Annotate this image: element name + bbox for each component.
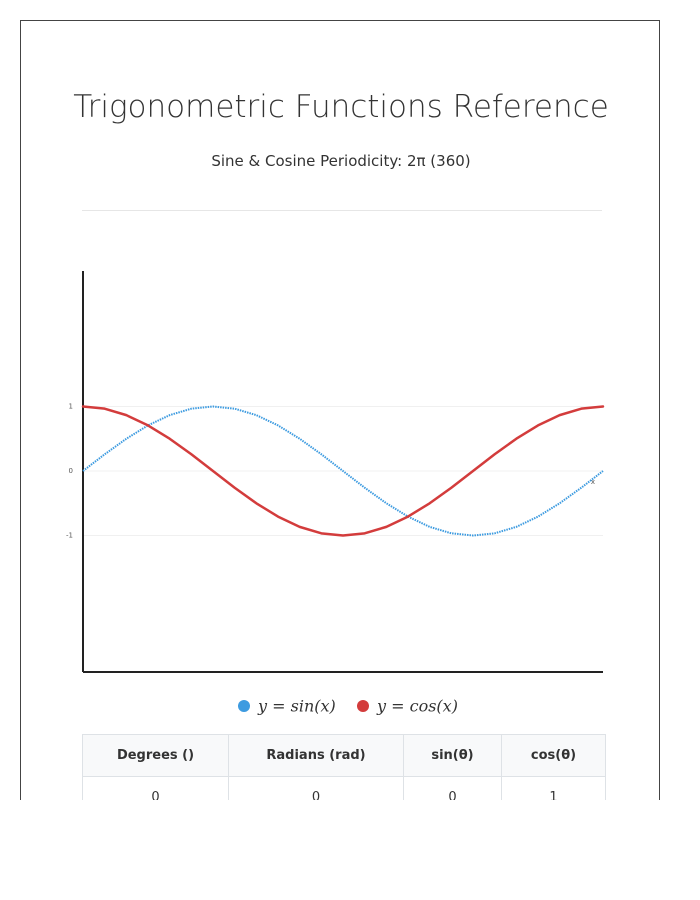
chart-title: Trigonometric Functions Reference (73, 89, 609, 125)
column-header: Radians (rad) (228, 734, 404, 777)
table-cell: 0 (228, 776, 404, 800)
y-tick-label: 0 (69, 467, 73, 475)
legend-label: y = sin(x) (257, 697, 336, 716)
y-tick-label: -1 (66, 532, 73, 540)
card: Trigonometric Functions Reference Sine &… (20, 20, 660, 800)
column-header: cos(θ) (501, 734, 606, 777)
legend-marker (357, 700, 369, 712)
legend-marker (238, 700, 250, 712)
table-header: Degrees () Radians (rad) sin(θ) cos(θ) (82, 734, 606, 777)
table-cell: 0 (82, 776, 229, 800)
table-cell: 0 (403, 776, 502, 800)
legend-label: y = cos(x) (376, 697, 458, 716)
column-header: sin(θ) (403, 734, 502, 777)
x-axis-label: x (591, 478, 595, 486)
chart: -1 0 1 x y = sin(x) y = cos(x) (66, 271, 605, 716)
series-line (81, 405, 605, 537)
series-line (82, 405, 604, 537)
divider (82, 210, 602, 211)
y-tick-label: 1 (69, 402, 73, 410)
chart-subtitle: Sine & Cosine Periodicity: 2π (360) (211, 152, 471, 170)
table-cell: 1 (501, 776, 606, 800)
column-header: Degrees () (82, 734, 229, 777)
